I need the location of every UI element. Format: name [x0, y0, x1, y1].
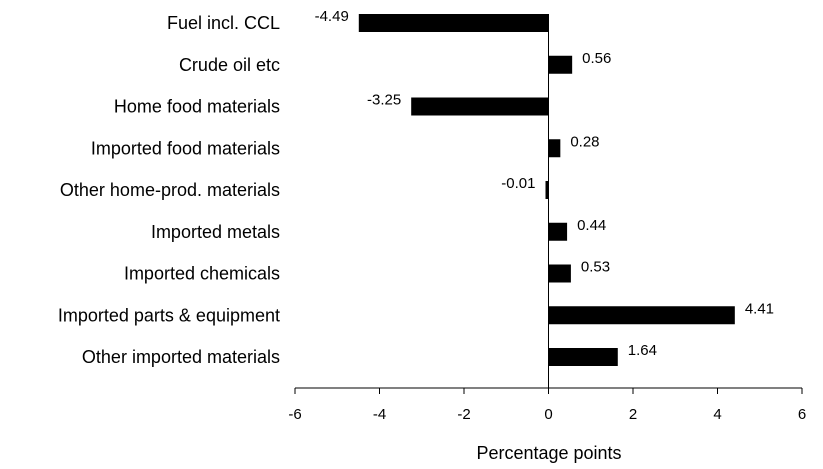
data-label: 1.64: [628, 342, 657, 359]
x-tick-label: 0: [544, 406, 552, 423]
x-tick-label: 4: [713, 406, 721, 423]
x-axis-title: Percentage points: [476, 443, 621, 463]
bar: [548, 306, 735, 325]
x-tick-label: -2: [457, 406, 470, 423]
category-label: Other imported materials: [82, 347, 280, 367]
category-label: Crude oil etc: [179, 55, 280, 75]
x-tick-label: -4: [373, 406, 386, 423]
category-labels: Fuel incl. CCL Crude oil etc Home food mat…: [58, 13, 280, 367]
category-label: Imported parts & equipment: [58, 305, 280, 325]
category-label: Home food materials: [114, 97, 280, 117]
data-label: -3.25: [367, 92, 401, 109]
bar: [545, 181, 549, 199]
bar: [548, 348, 618, 366]
x-tick-label: 2: [629, 406, 637, 423]
category-label: Fuel incl. CCL: [167, 13, 280, 33]
axes: [295, 14, 802, 389]
bar: [358, 14, 549, 32]
data-label: 0.28: [570, 133, 599, 150]
data-label: 0.44: [577, 217, 606, 234]
bar: [548, 55, 573, 74]
data-label: -4.49: [315, 8, 349, 25]
x-axis-ticks: -6 -4 -2 0 2 4 6: [288, 388, 806, 423]
data-label: 4.41: [745, 300, 774, 317]
data-label: 0.56: [582, 50, 611, 67]
bars: [358, 14, 735, 366]
category-label: Imported chemicals: [124, 264, 280, 284]
bar: [548, 264, 571, 283]
x-tick-label: 6: [798, 406, 806, 423]
bar: [411, 97, 549, 116]
bar: [548, 139, 561, 158]
x-tick-label: -6: [288, 406, 301, 423]
category-label: Imported food materials: [91, 138, 280, 158]
bar: [548, 222, 568, 241]
category-label: Imported metals: [151, 222, 280, 242]
category-label: Other home-prod. materials: [60, 180, 280, 200]
data-label: 0.53: [581, 259, 610, 276]
data-labels: -4.49 0.56 -3.25 0.28 -0.01 0.44 0.53 4.41 1.64: [315, 8, 774, 359]
data-label: -0.01: [501, 175, 535, 192]
